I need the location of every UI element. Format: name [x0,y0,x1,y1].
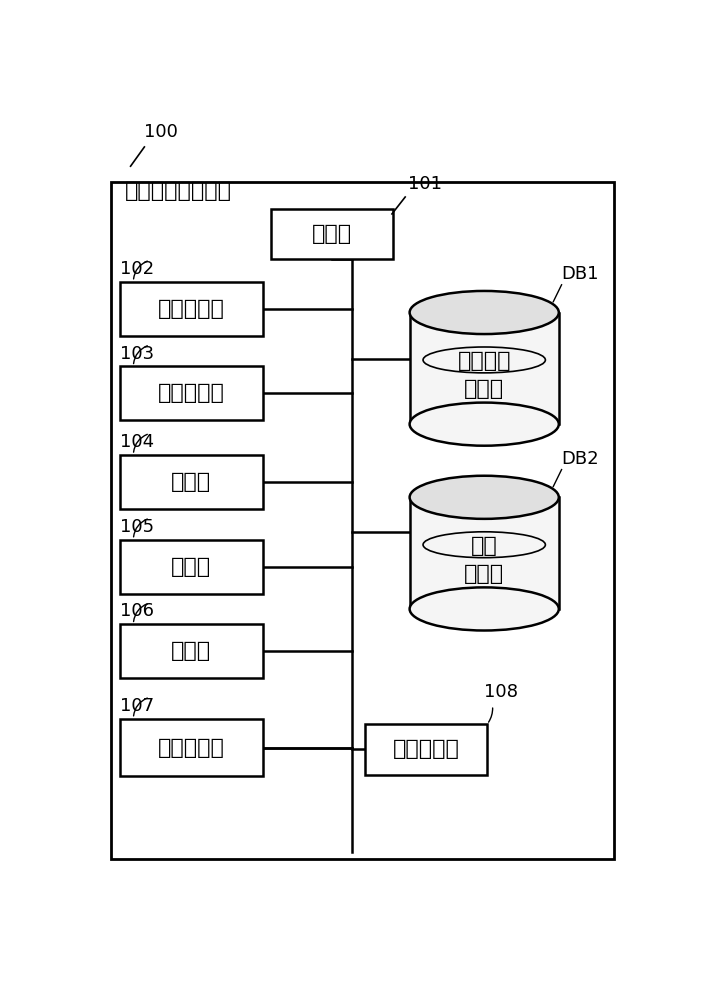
Text: 安装数据
保持部: 安装数据 保持部 [458,351,511,399]
Bar [120,624,263,678]
Text: 估计部: 估计部 [171,557,212,577]
Text: 108: 108 [484,683,518,701]
Ellipse shape [409,587,559,631]
Text: 信息取得部: 信息取得部 [393,739,460,759]
Text: 学习部: 学习部 [171,472,212,492]
Bar [366,724,487,774]
Bar [120,282,263,336]
Bar [120,455,263,509]
Text: 104: 104 [120,433,153,451]
Text: 数据生成部: 数据生成部 [158,299,225,319]
Text: 107: 107 [120,697,153,715]
Text: 输入输出部: 输入输出部 [158,738,225,758]
Bar [409,497,559,609]
Text: DB1: DB1 [562,265,599,283]
Text: 安装条件估计系统: 安装条件估计系统 [125,181,232,201]
Bar [120,719,263,776]
Bar [111,182,614,859]
Text: 106: 106 [120,602,153,620]
Text: 控制部: 控制部 [312,224,352,244]
Bar [409,313,559,424]
Text: 显示部: 显示部 [171,641,212,661]
Ellipse shape [409,476,559,519]
Text: 模型选择部: 模型选择部 [158,383,225,403]
Text: 101: 101 [408,175,442,193]
Ellipse shape [409,291,559,334]
Text: 102: 102 [120,260,153,278]
Text: 模型
保持部: 模型 保持部 [464,536,504,584]
Bar [272,209,393,259]
Text: 103: 103 [120,345,153,363]
Text: DB2: DB2 [562,450,599,468]
Ellipse shape [409,403,559,446]
Text: 100: 100 [144,123,178,141]
Bar [120,366,263,420]
Bar [120,540,263,594]
Text: 105: 105 [120,518,153,536]
